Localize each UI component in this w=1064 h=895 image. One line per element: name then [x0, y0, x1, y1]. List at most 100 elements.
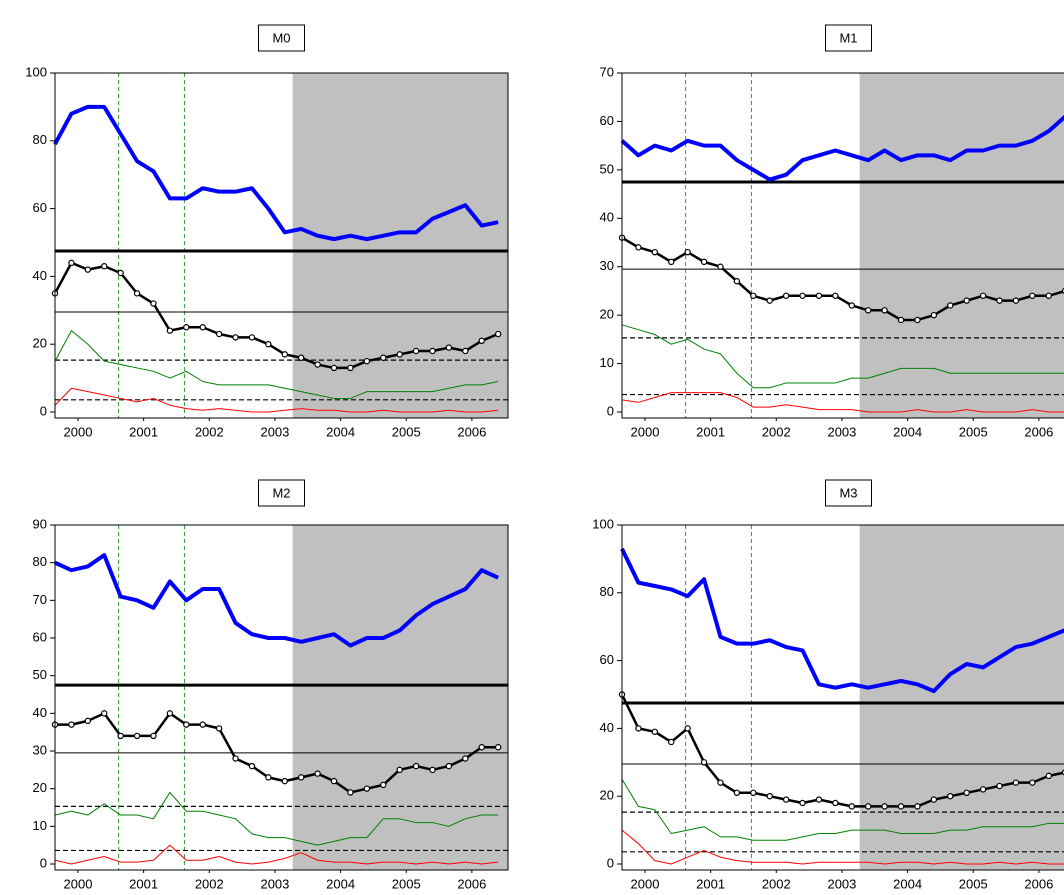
- series-line: [54, 844, 499, 865]
- series-marker: [412, 762, 420, 770]
- y-tick-label: 0: [40, 403, 47, 418]
- chart-title: M3: [839, 485, 857, 500]
- title-box: [258, 24, 305, 52]
- x-tick-label: 2001: [696, 424, 725, 439]
- series-marker: [445, 762, 453, 770]
- series-marker: [478, 744, 485, 751]
- y-tick-label: 30: [600, 258, 614, 273]
- y-tick-label: 70: [33, 592, 47, 607]
- series-marker: [750, 292, 757, 299]
- series-marker: [766, 297, 773, 304]
- y-tick-label: 20: [600, 307, 614, 322]
- series-marker: [347, 364, 354, 372]
- series-marker: [668, 258, 675, 266]
- series-marker: [733, 278, 741, 285]
- series-marker: [232, 334, 239, 341]
- series-marker: [668, 738, 675, 746]
- plot-frame: [621, 524, 1064, 871]
- series-marker: [101, 263, 108, 270]
- series-marker: [117, 732, 124, 740]
- series-line: [620, 115, 1064, 182]
- series-marker: [297, 354, 305, 361]
- series-marker: [396, 766, 403, 774]
- y-tick-label: 60: [600, 113, 614, 128]
- series-marker: [881, 803, 888, 810]
- chart-title: M0: [272, 30, 290, 45]
- y-tick-label: 60: [33, 629, 47, 644]
- y-tick-label: 10: [33, 818, 47, 833]
- series-marker: [963, 297, 970, 304]
- series-line: [621, 236, 1064, 322]
- series-marker: [717, 263, 724, 270]
- series-marker: [996, 782, 1003, 790]
- series-line: [54, 387, 499, 413]
- series-marker: [429, 766, 436, 774]
- x-tick-label: 2005: [959, 876, 988, 891]
- x-tick-label: 2000: [631, 876, 660, 891]
- shaded-region: [859, 525, 1064, 870]
- series-marker: [183, 324, 190, 331]
- y-tick-label: 70: [600, 64, 614, 79]
- series-marker: [265, 774, 272, 781]
- series-marker: [979, 786, 987, 793]
- series-marker: [380, 354, 387, 361]
- series-marker: [248, 334, 256, 341]
- series-marker: [947, 793, 954, 800]
- y-tick-label: 40: [600, 720, 614, 735]
- series-marker: [494, 744, 502, 751]
- series-marker: [651, 728, 659, 735]
- series-marker: [799, 292, 806, 299]
- x-tick-label: 2006: [457, 876, 486, 891]
- x-tick-label: 2000: [631, 424, 660, 439]
- series-marker: [848, 803, 855, 810]
- series-marker: [183, 721, 190, 728]
- panel: 0 20 40 60 80 100 2000 2001 2002 2003 2004 2005 2006…: [592, 479, 1064, 891]
- chart-title: M2: [272, 485, 290, 500]
- series-marker: [684, 725, 691, 732]
- series-marker: [864, 307, 872, 314]
- series-line: [620, 547, 1064, 694]
- series-marker: [848, 302, 855, 309]
- series-marker: [947, 302, 954, 309]
- y-tick-label: 50: [600, 161, 614, 176]
- x-tick-label: 2004: [893, 424, 922, 439]
- y-tick-label: 40: [33, 705, 47, 720]
- series-marker: [396, 351, 403, 358]
- series-line: [54, 553, 499, 648]
- y-tick-label: 80: [600, 584, 614, 599]
- x-tick-label: 2002: [762, 424, 791, 439]
- series-marker: [429, 347, 436, 355]
- series-marker: [832, 799, 839, 807]
- series-marker: [150, 732, 157, 740]
- panel: 0 10 20 30 40 50 60 70 2000 2001 2002 2003 2004 2005 2…: [600, 24, 1064, 439]
- series-marker: [930, 796, 938, 803]
- series-line: [53, 104, 499, 242]
- series-marker: [248, 762, 256, 770]
- series-marker: [1029, 292, 1036, 299]
- x-tick-label: 2005: [392, 876, 421, 891]
- title-box: [258, 479, 305, 507]
- series-marker: [347, 789, 354, 796]
- series-marker: [445, 344, 453, 351]
- y-tick-label: 100: [25, 64, 47, 79]
- series-marker: [330, 364, 338, 372]
- series-marker: [363, 357, 371, 365]
- series-marker: [782, 292, 790, 299]
- series-marker: [68, 721, 75, 728]
- x-tick-label: 2003: [260, 876, 289, 891]
- series-marker: [314, 361, 321, 368]
- y-tick-label: 50: [33, 667, 47, 682]
- series-marker: [462, 755, 469, 762]
- series-marker: [897, 803, 905, 810]
- series-marker: [68, 259, 75, 267]
- series-marker: [930, 311, 938, 319]
- x-tick-label: 2001: [129, 424, 158, 439]
- series-marker: [700, 759, 708, 766]
- series-marker: [330, 777, 338, 785]
- x-tick-label: 2000: [64, 424, 93, 439]
- y-tick-label: 20: [33, 780, 47, 795]
- series-marker: [1012, 297, 1020, 304]
- series-marker: [635, 244, 642, 251]
